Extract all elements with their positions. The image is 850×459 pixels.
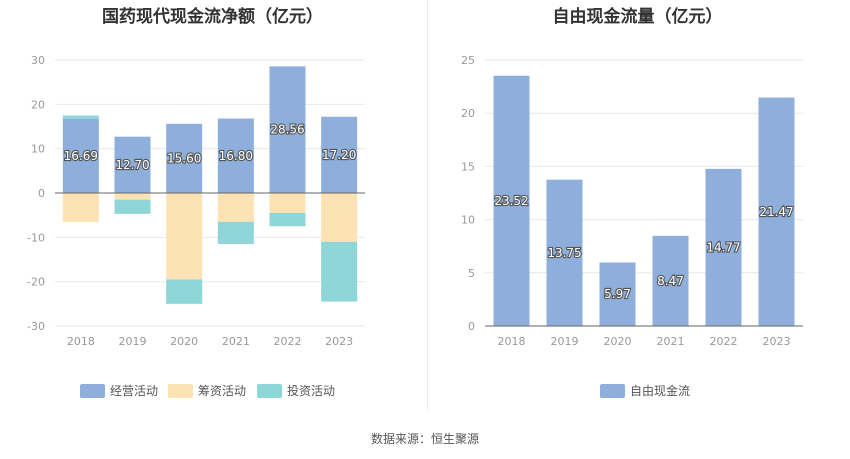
y-tick-label: 20	[31, 98, 45, 111]
data-label: 23.52	[494, 194, 528, 208]
bar-投资活动-2020	[166, 279, 203, 304]
bar-投资活动-2022	[269, 212, 306, 227]
x-tick-label: 2023	[763, 335, 791, 348]
bar-2018	[493, 75, 530, 327]
data-label: 15.60	[167, 151, 201, 165]
y-tick-label: 25	[461, 54, 475, 67]
bar-2019	[546, 179, 583, 326]
bar-经营活动-2022	[269, 66, 306, 193]
bar-筹资活动-2023	[321, 193, 358, 242]
bar-筹资活动-2020	[166, 193, 203, 280]
x-tick-label: 2022	[274, 335, 302, 348]
data-label: 21.47	[759, 205, 793, 219]
bar-经营活动-2021	[217, 118, 254, 193]
data-source: 数据来源：恒生聚源	[370, 432, 479, 446]
legend-label: 自由现金流	[630, 383, 690, 398]
y-tick-label: 10	[31, 143, 45, 156]
y-tick-label: 0	[38, 187, 45, 200]
y-tick-label: 30	[31, 54, 45, 67]
right-chart-title: 自由现金流量（亿元）	[552, 7, 723, 27]
chart-divider	[427, 0, 428, 410]
y-tick-label: 15	[461, 160, 475, 173]
bar-筹资活动-2018	[62, 193, 99, 222]
data-label: 12.70	[115, 158, 149, 172]
x-tick-label: 2019	[119, 335, 147, 348]
x-tick-label: 2018	[67, 335, 95, 348]
data-label: 5.97	[604, 287, 631, 301]
x-tick-label: 2021	[657, 335, 685, 348]
data-label: 16.69	[64, 149, 98, 163]
bar-经营活动-2020	[166, 123, 203, 193]
y-tick-label: -30	[27, 320, 45, 333]
data-label: 17.20	[322, 148, 356, 162]
bar-2022	[705, 168, 742, 326]
bar-投资活动-2019	[114, 199, 151, 214]
data-label: 28.56	[270, 123, 304, 137]
x-tick-label: 2020	[604, 335, 632, 348]
data-label: 14.77	[706, 240, 740, 254]
bar-筹资活动-2019	[114, 193, 151, 200]
bar-2020	[599, 262, 636, 326]
bar-经营活动-2023	[321, 116, 358, 193]
left-chart-title: 国药现代现金流净额（亿元）	[102, 7, 323, 27]
x-tick-label: 2021	[222, 335, 250, 348]
bar-经营活动-2019	[114, 136, 151, 193]
bar-2021	[652, 235, 689, 326]
bar-经营活动-2018	[62, 119, 99, 193]
x-tick-label: 2023	[325, 335, 353, 348]
bar-2023	[758, 97, 795, 326]
y-tick-label: 10	[461, 214, 475, 227]
x-tick-label: 2018	[498, 335, 526, 348]
x-tick-label: 2022	[710, 335, 738, 348]
y-tick-label: 20	[461, 107, 475, 120]
bar-投资活动-2021	[217, 221, 254, 244]
x-tick-label: 2020	[170, 335, 198, 348]
legend-swatch	[80, 384, 105, 398]
bar-筹资活动-2021	[217, 193, 254, 222]
bar-筹资活动-2022	[269, 193, 306, 213]
legend-label: 筹资活动	[198, 384, 246, 398]
data-label: 13.75	[547, 246, 581, 260]
legend-label: 投资活动	[287, 383, 335, 398]
y-tick-label: 5	[468, 267, 475, 280]
data-label: 8.47	[657, 274, 684, 288]
legend-swatch	[600, 384, 625, 398]
y-tick-label: 0	[468, 320, 475, 333]
bar-投资活动-2018	[62, 115, 99, 120]
y-tick-label: -20	[27, 276, 45, 289]
legend-swatch	[168, 384, 193, 398]
legend-label: 经营活动	[110, 384, 158, 398]
x-tick-label: 2019	[551, 335, 579, 348]
data-label: 16.80	[219, 149, 253, 163]
legend-swatch	[257, 384, 282, 398]
bar-投资活动-2023	[321, 241, 358, 302]
y-tick-label: -10	[27, 231, 45, 244]
